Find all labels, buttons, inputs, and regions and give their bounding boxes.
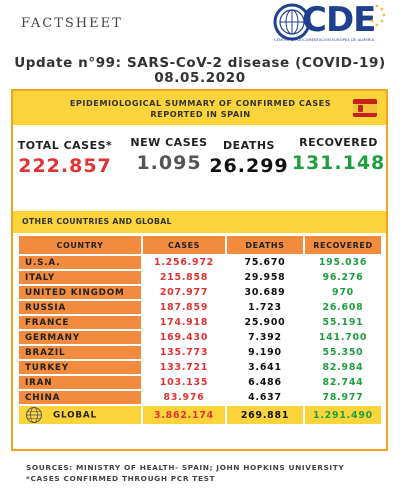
country-deaths: 6.486	[227, 376, 303, 389]
country-deaths: 1.723	[227, 301, 303, 314]
factsheet-panel	[11, 89, 388, 451]
table-row: UNITED KINGDOM 207.977 30.689 970	[19, 286, 381, 299]
country-cases: 174.918	[143, 316, 225, 329]
table-row: U.S.A. 1.256.972 75.670 195.036	[19, 256, 381, 269]
deaths-label: DEATHS	[223, 139, 275, 152]
country-name: ITALY	[19, 271, 141, 284]
global-deaths: 269.881	[227, 406, 303, 424]
country-name: GERMANY	[19, 331, 141, 344]
country-name: CHINA	[19, 391, 141, 404]
country-name: FRANCE	[19, 316, 141, 329]
recovered-value: 131.148	[291, 152, 386, 174]
country-name: RUSSIA	[19, 301, 141, 314]
country-cases: 103.135	[143, 376, 225, 389]
header-country: COUNTRY	[19, 236, 141, 254]
country-recovered: 26.608	[305, 301, 381, 314]
country-cases: 133.721	[143, 361, 225, 374]
other-countries-strip: OTHER COUNTRIES AND GLOBAL	[13, 211, 386, 233]
global-recovered: 1.291.490	[305, 406, 381, 424]
eu-stars-icon	[370, 4, 386, 27]
new-cases-label: NEW CASES	[130, 136, 208, 149]
new-cases-value: 1.095	[136, 152, 202, 174]
country-recovered: 141.700	[305, 331, 381, 344]
new-cases-stat: NEW CASES 1.095	[125, 136, 213, 174]
country-deaths: 30.689	[227, 286, 303, 299]
country-recovered: 82.744	[305, 376, 381, 389]
global-label: GLOBAL	[53, 410, 97, 421]
summary-banner: EPIDEMIOLOGICAL SUMMARY OF CONFIRMED CAS…	[13, 91, 386, 125]
country-cases: 1.256.972	[143, 256, 225, 269]
summary-title-line2: REPORTED IN SPAIN	[150, 109, 251, 119]
table-row: GERMANY 169.430 7.392 141.700	[19, 331, 381, 344]
pcr-note: *CASES CONFIRMED THROUGH PCR TEST	[26, 474, 216, 483]
total-cases-label: TOTAL CASES*	[17, 139, 113, 152]
factsheet-label: FACTSHEET	[21, 16, 123, 31]
sources-text: SOURCES: MINISTRY OF HEALTH- SPAIN; JOHN…	[26, 463, 345, 472]
country-deaths: 9.190	[227, 346, 303, 359]
global-row: GLOBAL 3.862.174 269.881 1.291.490	[19, 406, 381, 424]
country-cases: 135.773	[143, 346, 225, 359]
country-name: TURKEY	[19, 361, 141, 374]
recovered-stat: RECOVERED 131.148	[291, 136, 386, 174]
country-deaths: 4.637	[227, 391, 303, 404]
country-cases: 207.977	[143, 286, 225, 299]
country-recovered: 970	[305, 286, 381, 299]
country-deaths: 75.670	[227, 256, 303, 269]
logo-text: CDE	[302, 0, 376, 40]
country-recovered: 78.977	[305, 391, 381, 404]
table-row: IRAN 103.135 6.486 82.744	[19, 376, 381, 389]
total-cases-value: 222.857	[18, 155, 112, 177]
spain-flag-icon	[353, 99, 377, 117]
country-deaths: 3.641	[227, 361, 303, 374]
header-deaths: DEATHS	[227, 236, 303, 254]
country-deaths: 7.392	[227, 331, 303, 344]
country-name: UNITED KINGDOM	[19, 286, 141, 299]
country-cases: 215.858	[143, 271, 225, 284]
country-name: IRAN	[19, 376, 141, 389]
country-recovered: 82.984	[305, 361, 381, 374]
summary-title-line1: EPIDEMIOLOGICAL SUMMARY OF CONFIRMED CAS…	[69, 98, 332, 108]
update-date: 08.05.2020	[154, 70, 246, 86]
other-countries-title: OTHER COUNTRIES AND GLOBAL	[22, 217, 172, 226]
header-cases: CASES	[143, 236, 225, 254]
deaths-stat: DEATHS 26.299	[207, 139, 291, 177]
table-row: BRAZIL 135.773 9.190 55.350	[19, 346, 381, 359]
global-cases: 3.862.174	[143, 406, 225, 424]
country-cases: 187.859	[143, 301, 225, 314]
summary-title: EPIDEMIOLOGICAL SUMMARY OF CONFIRMED CAS…	[53, 98, 348, 120]
country-name: U.S.A.	[19, 256, 141, 269]
countries-table: COUNTRY CASES DEATHS RECOVERED U.S.A. 1.…	[17, 234, 383, 426]
country-recovered: 55.350	[305, 346, 381, 359]
country-deaths: 25.900	[227, 316, 303, 329]
cde-logo: CDE CENTRO DE DOCUMENTACIÓN EUROPEA DE A…	[272, 0, 388, 46]
table-row: TURKEY 133.721 3.641 82.984	[19, 361, 381, 374]
global-label-cell: GLOBAL	[19, 406, 141, 424]
country-recovered: 55.191	[305, 316, 381, 329]
update-title: Update n°99: SARS-CoV-2 disease (COVID-1…	[14, 55, 386, 71]
globe-icon	[26, 407, 42, 423]
table-row: ITALY 215.858 29.958 96.276	[19, 271, 381, 284]
logo-subtext: CENTRO DE DOCUMENTACIÓN EUROPEA DE ALMER…	[274, 38, 375, 42]
table-row: RUSSIA 187.859 1.723 26.608	[19, 301, 381, 314]
country-cases: 83.976	[143, 391, 225, 404]
header-recovered: RECOVERED	[305, 236, 381, 254]
logo-circle-icon	[273, 3, 311, 41]
country-recovered: 96.276	[305, 271, 381, 284]
country-recovered: 195.036	[305, 256, 381, 269]
country-name: BRAZIL	[19, 346, 141, 359]
footer-sources: SOURCES: MINISTRY OF HEALTH- SPAIN; JOHN…	[26, 462, 344, 484]
table-row: FRANCE 174.918 25.900 55.191	[19, 316, 381, 329]
total-cases-stat: TOTAL CASES* 222.857	[15, 139, 115, 177]
country-deaths: 29.958	[227, 271, 303, 284]
country-cases: 169.430	[143, 331, 225, 344]
recovered-label: RECOVERED	[299, 136, 378, 149]
table-header-row: COUNTRY CASES DEATHS RECOVERED	[19, 236, 381, 254]
table-row: CHINA 83.976 4.637 78.977	[19, 391, 381, 404]
deaths-value: 26.299	[209, 155, 289, 177]
